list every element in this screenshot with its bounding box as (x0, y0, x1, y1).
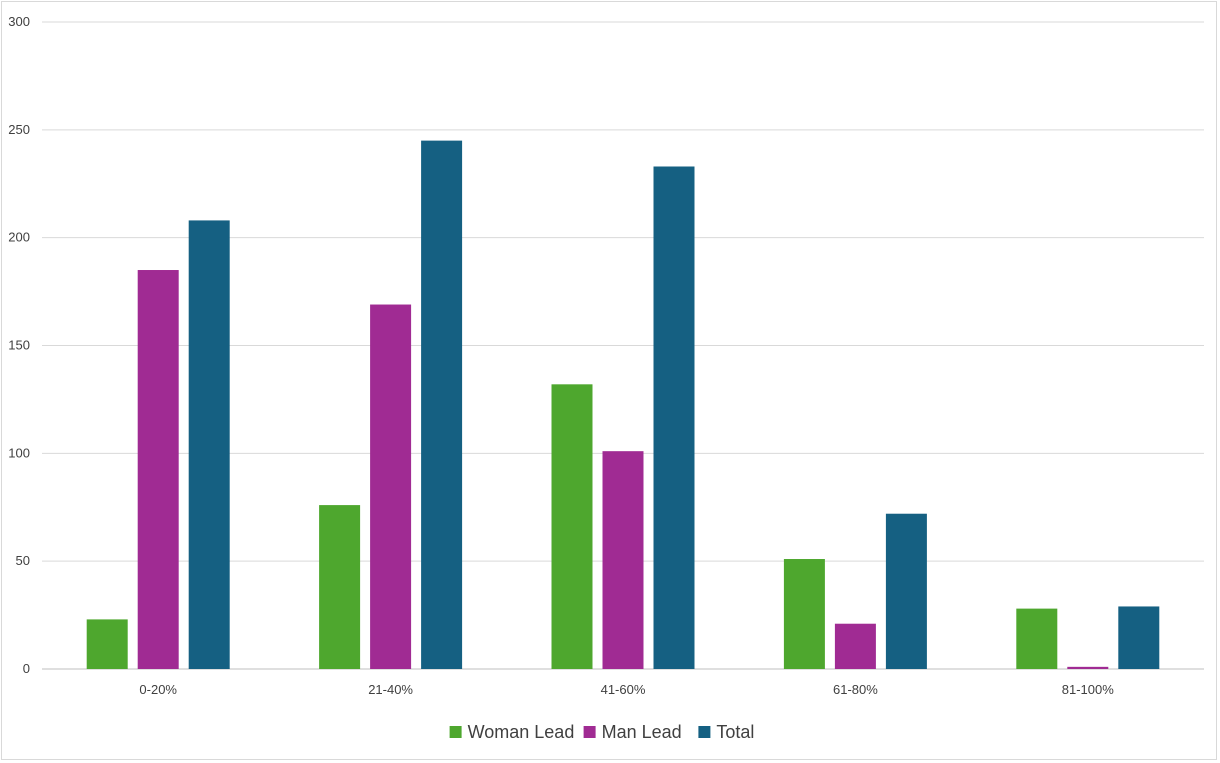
legend-item-woman-lead: Woman Lead (449, 722, 575, 742)
x-tick-label: 21-40% (368, 682, 413, 697)
legend-swatch (449, 726, 462, 738)
bar-man-lead-3 (834, 623, 876, 669)
x-tick-label: 0-20% (139, 682, 177, 697)
bar-woman-lead-1 (319, 505, 361, 669)
bars (86, 140, 1160, 669)
bar-woman-lead-4 (1016, 608, 1058, 669)
bar-man-lead-4 (1067, 666, 1109, 669)
bar-man-lead-2 (602, 451, 644, 669)
bar-woman-lead-3 (783, 559, 825, 669)
y-tick-label: 0 (23, 661, 30, 676)
bar-total-1 (421, 140, 463, 669)
legend-label: Man Lead (602, 722, 682, 742)
bar-woman-lead-2 (551, 384, 593, 669)
bar-total-0 (188, 220, 230, 669)
y-tick-label: 300 (8, 14, 30, 29)
gridlines (42, 21, 1204, 670)
legend-item-man-lead: Man Lead (583, 722, 682, 742)
x-tick-label: 61-80% (833, 682, 878, 697)
x-tick-label: 41-60% (601, 682, 646, 697)
legend-item-total: Total (698, 722, 754, 742)
x-tick-label: 81-100% (1062, 682, 1114, 697)
y-tick-label: 100 (8, 445, 30, 460)
bar-total-2 (653, 166, 695, 669)
legend-label: Woman Lead (468, 722, 575, 742)
y-tick-label: 200 (8, 230, 30, 245)
bar-total-3 (885, 513, 927, 669)
legend-label: Total (716, 722, 754, 742)
legend-swatch (698, 726, 711, 738)
x-axis-ticks: 0-20% 21-40% 41-60% 61-80% 81-100% (139, 682, 1114, 697)
legend-swatch (583, 726, 596, 738)
bar-man-lead-1 (370, 304, 412, 669)
legend: Woman Lead Man Lead Total (449, 722, 754, 742)
bar-woman-lead-0 (86, 619, 128, 669)
y-tick-label: 250 (8, 122, 30, 137)
bar-total-4 (1118, 606, 1160, 669)
y-tick-label: 150 (8, 338, 30, 353)
y-tick-label: 50 (16, 553, 30, 568)
y-axis-ticks: 0 50 100 150 200 250 300 (8, 14, 30, 676)
bar-man-lead-0 (137, 270, 179, 669)
